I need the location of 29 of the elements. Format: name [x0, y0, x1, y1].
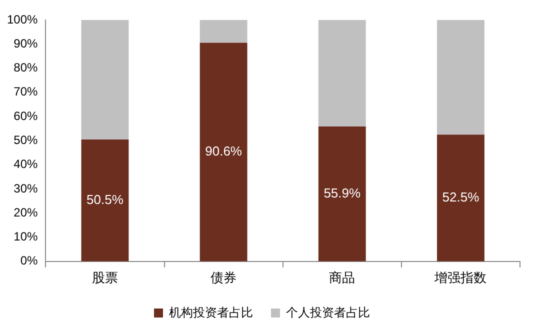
bar: [318, 20, 366, 126]
data-label: 90.6%: [205, 144, 242, 159]
y-tick-label: 40%: [14, 157, 38, 172]
data-label: 50.5%: [86, 192, 124, 208]
x-tick-label: 债券: [210, 270, 237, 285]
bar: [200, 42, 248, 262]
x-tick-label: 股票: [92, 270, 118, 285]
data-label: 52.5%: [442, 190, 480, 205]
bar: [436, 134, 484, 262]
bar: [200, 20, 248, 43]
bar: [81, 20, 129, 140]
y-tick-label: 70%: [14, 84, 38, 99]
legend-label: 机构投资者占比: [169, 305, 253, 320]
y-tick-label: 90%: [14, 36, 38, 50]
x-tick-label: 增强指数: [434, 270, 487, 285]
y-tick-label: 50%: [14, 133, 38, 148]
y-tick-label: 100%: [6, 12, 38, 26]
y-tick-label: 0%: [20, 254, 38, 268]
y-tick-label: 60%: [14, 108, 38, 123]
y-tick-label: 80%: [14, 60, 38, 75]
bar: [436, 20, 484, 135]
y-tick-label: 30%: [14, 181, 38, 196]
x-tick-label: 商品: [329, 270, 356, 285]
bar: [81, 139, 129, 262]
legend-label: 个人投资者占比: [286, 305, 370, 320]
data-label: 55.9%: [324, 186, 361, 201]
y-tick-label: 20%: [14, 205, 38, 220]
bar: [318, 126, 366, 262]
y-tick-label: 10%: [14, 230, 38, 244]
